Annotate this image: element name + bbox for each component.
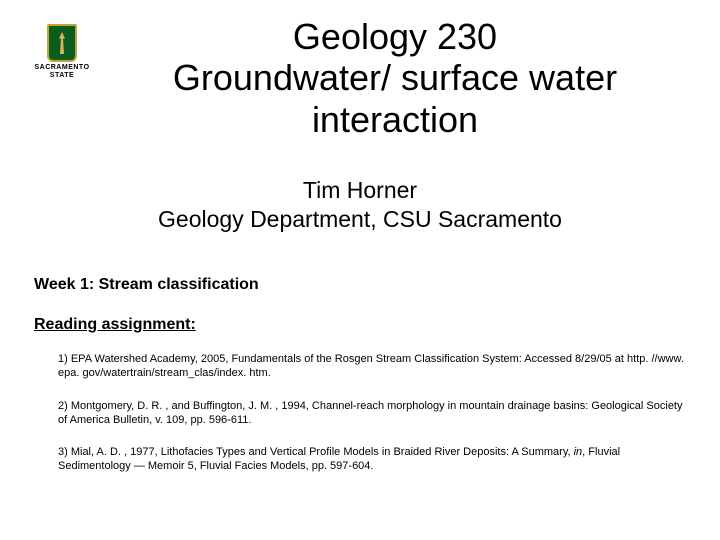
logo-line-2: STATE xyxy=(34,72,90,80)
shield-icon xyxy=(47,24,77,62)
logo-line-1: SACRAMENTO xyxy=(34,64,90,72)
body-content: Week 1: Stream classification Reading as… xyxy=(34,276,686,492)
author-block: Tim Horner Geology Department, CSU Sacra… xyxy=(30,176,690,234)
author-name: Tim Horner xyxy=(30,176,690,205)
author-affiliation: Geology Department, CSU Sacramento xyxy=(30,205,690,234)
title-line-2: Groundwater/ surface water xyxy=(173,57,617,98)
reference-2: 2) Montgomery, D. R. , and Buffington, J… xyxy=(58,399,686,428)
reference-1: 1) EPA Watershed Academy, 2005, Fundamen… xyxy=(58,352,686,381)
ref3-part-a: 3) Mial, A. D. , 1977, Lithofacies Types… xyxy=(58,446,574,458)
reading-heading: Reading assignment: xyxy=(34,316,686,334)
university-logo: SACRAMENTO STATE xyxy=(34,24,90,79)
title-line-1: Geology 230 xyxy=(293,16,497,57)
ref3-italic-in: in xyxy=(574,446,583,458)
week-heading: Week 1: Stream classification xyxy=(34,276,686,294)
slide-title: Geology 230 Groundwater/ surface water i… xyxy=(100,16,690,140)
title-line-3: interaction xyxy=(312,99,478,140)
reference-3: 3) Mial, A. D. , 1977, Lithofacies Types… xyxy=(58,445,686,474)
